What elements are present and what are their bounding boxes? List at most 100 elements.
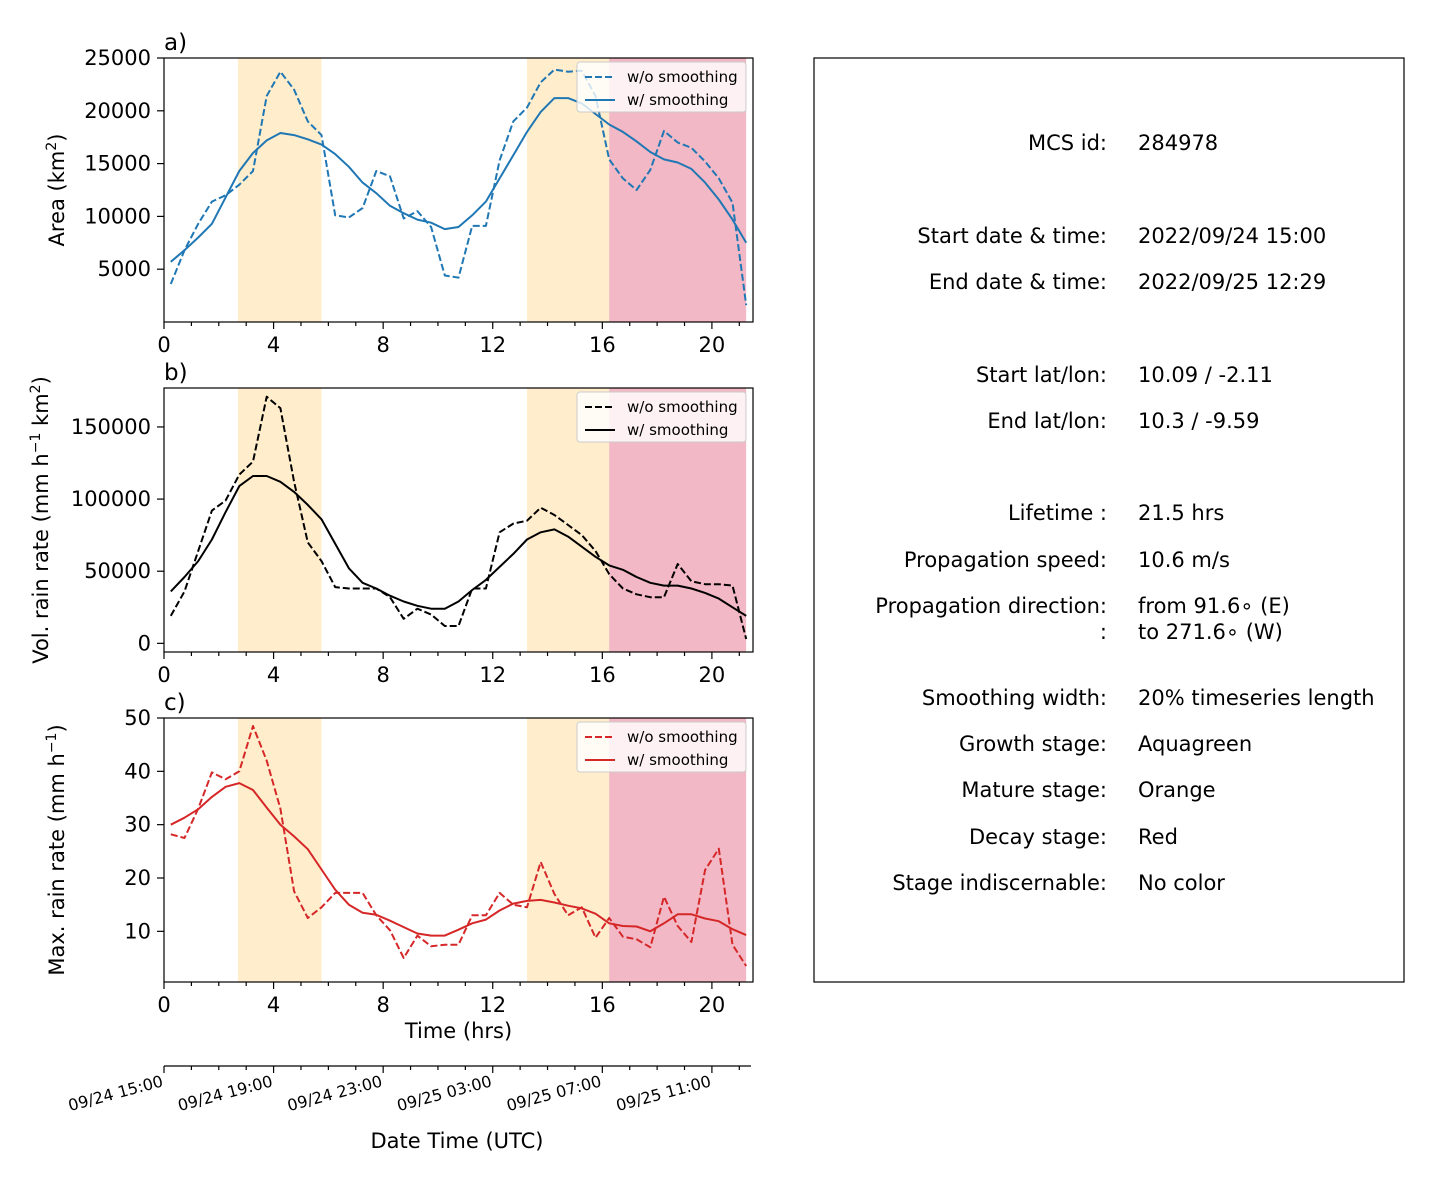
x-tick-label: 20: [699, 663, 726, 687]
y-tick-label: 10: [124, 919, 151, 943]
info-value: 10.6 m/s: [1138, 548, 1230, 572]
info-label: Start date & time:: [917, 224, 1107, 248]
info-value: No color: [1138, 871, 1225, 895]
x-tick-label: 20: [699, 333, 726, 357]
x-tick-label: 8: [376, 993, 389, 1017]
panel-label: c): [164, 690, 186, 716]
legend-box: [576, 391, 747, 443]
x-tick-label: 12: [479, 993, 506, 1017]
legend-label-smoothed: w/ smoothing: [627, 91, 728, 109]
y-tick-label: 30: [124, 813, 151, 837]
x-tick-label: 12: [479, 333, 506, 357]
legend: w/o smoothing w/ smoothing: [576, 61, 747, 113]
y-tick-label: 40: [124, 759, 151, 783]
series-line-raw: [170, 725, 748, 967]
info-label: Growth stage:: [959, 732, 1107, 756]
stage-band-mature: [237, 58, 322, 322]
legend-label-raw: w/o smoothing: [627, 398, 738, 416]
info-label: Start lat/lon:: [976, 363, 1107, 387]
x-tick-label: 0: [157, 663, 170, 687]
x-tick-label: 16: [589, 993, 616, 1017]
x-tick-label: 4: [267, 993, 280, 1017]
date-axis: 09/24 15:00 09/24 19:00 09/24 23:00 09/25 0…: [66, 1065, 751, 1153]
info-value: Aquagreen: [1138, 732, 1252, 756]
info-label: Smoothing width:: [922, 686, 1107, 710]
info-label: End lat/lon:: [987, 409, 1107, 433]
info-value: 284978: [1138, 131, 1218, 155]
series-line-raw: [169, 395, 748, 640]
axes-frame: [163, 57, 754, 323]
legend: w/o smoothing w/ smoothing: [576, 721, 747, 773]
info-label: End date & time:: [929, 270, 1107, 294]
date-tick-label: 09/25 03:00: [395, 1072, 494, 1116]
info-label: Stage indiscernable:: [892, 871, 1107, 895]
y-tick-label: 10000: [84, 204, 151, 228]
info-value: to 271.6∘ (W): [1138, 620, 1283, 644]
y-axis-label: Area (km2): [44, 134, 69, 247]
panel-label: a): [164, 30, 187, 56]
panel-label: b): [164, 360, 188, 386]
y-tick-label: 50: [124, 706, 151, 730]
legend: w/o smoothing w/ smoothing: [576, 391, 747, 443]
date-tick-label: 09/24 23:00: [285, 1072, 384, 1116]
x-tick-label: 4: [267, 333, 280, 357]
panel-volrain: 0 4 8 12 16 20 0 50000 100000 150000 b) Vol. rain r…: [28, 360, 754, 687]
axes-frame: [163, 717, 754, 983]
legend-box: [576, 721, 747, 773]
info-label: Propagation direction:: [875, 594, 1107, 618]
series-line-raw: [169, 68, 748, 306]
info-value: Red: [1138, 825, 1178, 849]
legend-label-smoothed: w/ smoothing: [627, 421, 728, 439]
y-tick-label: 15000: [84, 152, 151, 176]
x-tick-label: 4: [267, 663, 280, 687]
date-axis-label: Date Time (UTC): [371, 1129, 544, 1153]
y-tick-label: 5000: [98, 257, 151, 281]
info-panel: MCS id: 284978 Start date & time: 2022/09/2…: [813, 57, 1405, 983]
info-label: Lifetime :: [1008, 501, 1107, 525]
info-value: 21.5 hrs: [1138, 501, 1224, 525]
y-axis-label: Vol. rain rate (mm h−1 km2): [28, 376, 53, 664]
date-tick-label: 09/25 11:00: [614, 1072, 713, 1116]
y-tick-label: 0: [138, 631, 151, 655]
axes-frame: [163, 387, 754, 653]
legend-box: [576, 61, 747, 113]
x-tick-label: 0: [157, 333, 170, 357]
info-label: Mature stage:: [961, 778, 1107, 802]
info-value: from 91.6∘ (E): [1138, 594, 1290, 618]
date-tick-label: 09/24 15:00: [66, 1072, 165, 1116]
legend-label-smoothed: w/ smoothing: [627, 751, 728, 769]
y-tick-label: 100000: [71, 487, 151, 511]
legend-label-raw: w/o smoothing: [627, 728, 738, 746]
info-label: MCS id:: [1028, 131, 1107, 155]
x-tick-label: 8: [376, 333, 389, 357]
x-tick-label: 0: [157, 993, 170, 1017]
y-tick-label: 20: [124, 866, 151, 890]
y-tick-label: 150000: [71, 415, 151, 439]
info-value: 10.3 / -9.59: [1138, 409, 1260, 433]
info-value: 20% timeseries length: [1138, 686, 1375, 710]
x-tick-label: 16: [589, 333, 616, 357]
x-tick-label: 8: [376, 663, 389, 687]
stage-band-mature: [237, 388, 322, 652]
series-line-smoothed: [170, 782, 747, 937]
y-tick-label: 50000: [84, 559, 151, 583]
info-value: Orange: [1138, 778, 1216, 802]
y-axis-label: Max. rain rate (mm h−1): [44, 724, 69, 975]
info-value: 2022/09/25 12:29: [1138, 270, 1326, 294]
series-line-smoothed: [170, 97, 748, 263]
legend-label-raw: w/o smoothing: [627, 68, 738, 86]
x-axis-label: Time (hrs): [404, 1019, 512, 1043]
series-line-smoothed: [170, 475, 747, 617]
info-label: :: [1100, 620, 1107, 644]
x-tick-label: 16: [589, 663, 616, 687]
info-label: Propagation speed:: [904, 548, 1107, 572]
x-tick-label: 12: [479, 663, 506, 687]
y-tick-label: 20000: [84, 99, 151, 123]
panel-area: 0 4 8 12 16 20 5000 10000 15000 20000 25000 a) Area …: [44, 30, 754, 357]
date-tick-label: 09/25 07:00: [504, 1072, 603, 1116]
info-box: [813, 57, 1405, 983]
info-label: Decay stage:: [969, 825, 1107, 849]
info-value: 2022/09/24 15:00: [1138, 224, 1326, 248]
panel-maxrain: 0 4 8 12 16 20 10 20 30 40 50 c) Max. rain rate (mm …: [44, 690, 754, 1043]
